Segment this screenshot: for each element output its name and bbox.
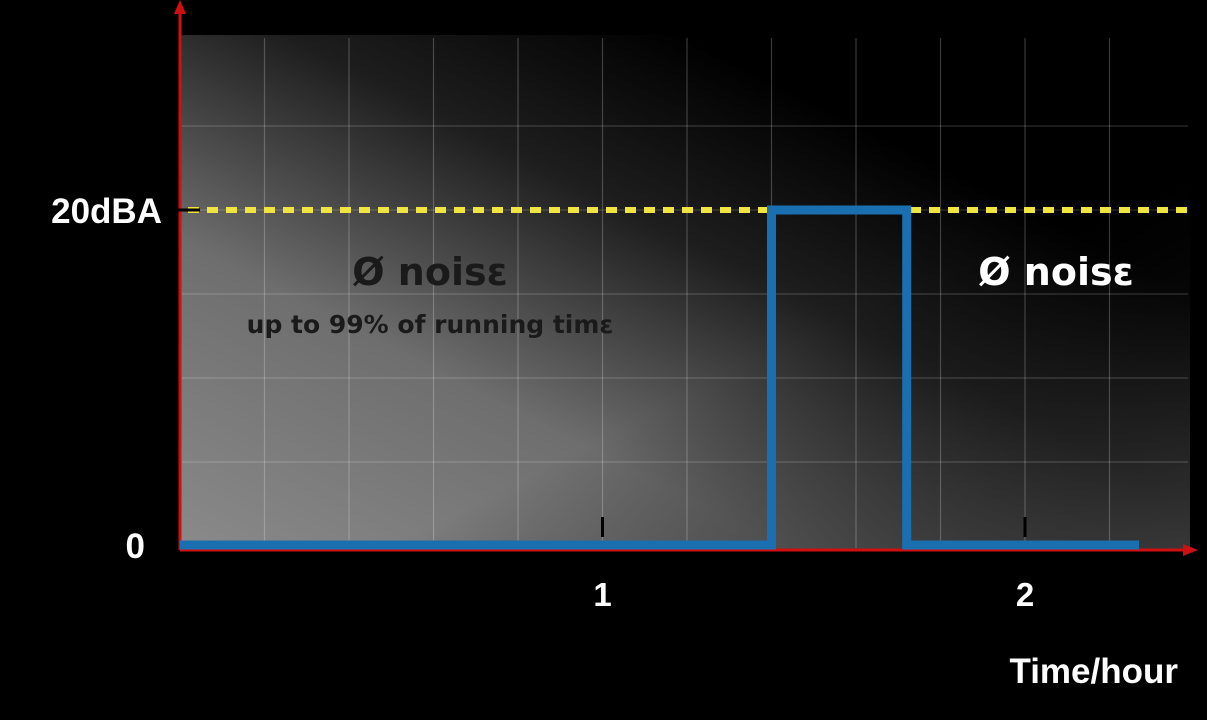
x-tick-label: 2 — [1016, 576, 1034, 613]
ticks-group: 1 2 0 20dBA — [51, 192, 1034, 613]
annotation-left-main: Ø noisε — [352, 250, 508, 294]
series-group — [180, 205, 1140, 550]
y-axis-arrow — [174, 0, 186, 14]
annotation-right-main: Ø noisε — [978, 250, 1134, 294]
x-tick-label: 1 — [593, 576, 611, 613]
plot-background-glow — [180, 35, 1190, 550]
x-axis-arrow — [1183, 544, 1198, 556]
y-tick-label: 20dBA — [51, 192, 162, 231]
annotation-left-sub: up to 99% of running timε — [247, 310, 614, 339]
series-line — [180, 205, 1140, 550]
x-axis-title: Time/hour — [1009, 652, 1178, 691]
y-tick-label: 0 — [126, 527, 145, 566]
